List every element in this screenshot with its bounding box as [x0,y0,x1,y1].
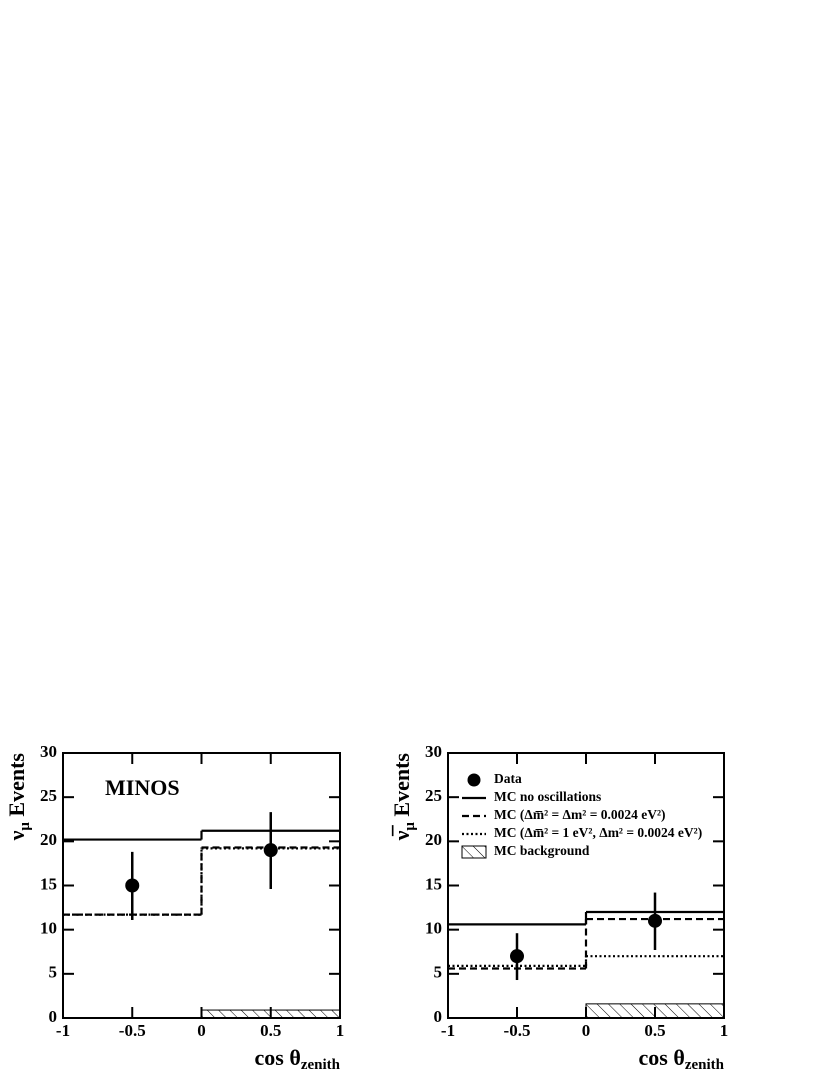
x-axis-title-text: cos θ [255,1045,301,1070]
y-tick-label: 5 [49,963,58,982]
annotation: MINOS [105,775,180,800]
y-axis-title-text: Events [4,753,29,823]
x-tick-label: -0.5 [504,1021,531,1040]
legend-label: Data [494,771,522,786]
x-axis-title-text: cos θ [639,1045,685,1070]
x-tick-label: -1 [56,1021,70,1040]
y-tick-label: 30 [425,742,442,761]
y-axis-title: νμ Events [4,753,33,842]
background-bar [201,1009,341,1019]
y-tick-label: 5 [434,963,443,982]
y-axis-title-subscript: μ [17,822,33,831]
legend-label: MC (Δm̅² = Δm² = 0.0024 eV²) [494,807,666,822]
y-tick-label: 10 [425,919,442,938]
legend-marker [467,773,481,787]
y-tick-label: 20 [425,830,442,849]
data-point [125,878,140,893]
y-axis-title: ν̅μ Events [389,753,418,842]
y-tick-label: 25 [425,786,442,805]
y-tick-label: 0 [49,1007,58,1026]
plot-frame [62,752,341,1019]
x-axis-title: cos θzenith [255,1045,341,1073]
y-tick-label: 25 [40,786,57,805]
x-axis-title-subscript: zenith [685,1057,725,1073]
y-tick-label: 20 [40,830,57,849]
legend-label: MC background [494,843,590,858]
x-tick-label: 1 [336,1021,345,1040]
y-axis-title-subscript: μ [402,822,418,831]
data-point [263,843,278,858]
legend-label: MC no oscillations [494,789,601,804]
y-tick-label: 15 [425,874,442,893]
plot-frame [447,752,725,1019]
data-point [648,913,662,928]
x-tick-label: 0 [582,1021,591,1040]
x-tick-label: 0 [197,1021,206,1040]
x-tick-label: 0.5 [644,1021,665,1040]
x-axis-title-subscript: zenith [301,1057,341,1073]
x-tick-label: -0.5 [119,1021,146,1040]
legend-label: MC (Δm̅² = 1 eV², Δm² = 0.0024 eV²) [494,825,702,840]
x-axis-title: cos θzenith [639,1045,725,1073]
x-tick-label: -1 [441,1021,455,1040]
y-axis-title-symbol: ν [4,830,29,841]
y-tick-label: 10 [40,919,57,938]
x-tick-label: 0.5 [260,1021,281,1040]
data-point [510,949,524,964]
y-tick-label: 15 [40,874,57,893]
y-axis-title-text: Events [389,753,414,823]
x-tick-label: 1 [720,1021,729,1040]
background-bar [585,1003,725,1019]
legend-marker [461,845,487,859]
y-tick-label: 30 [40,742,57,761]
y-tick-label: 0 [434,1007,443,1026]
